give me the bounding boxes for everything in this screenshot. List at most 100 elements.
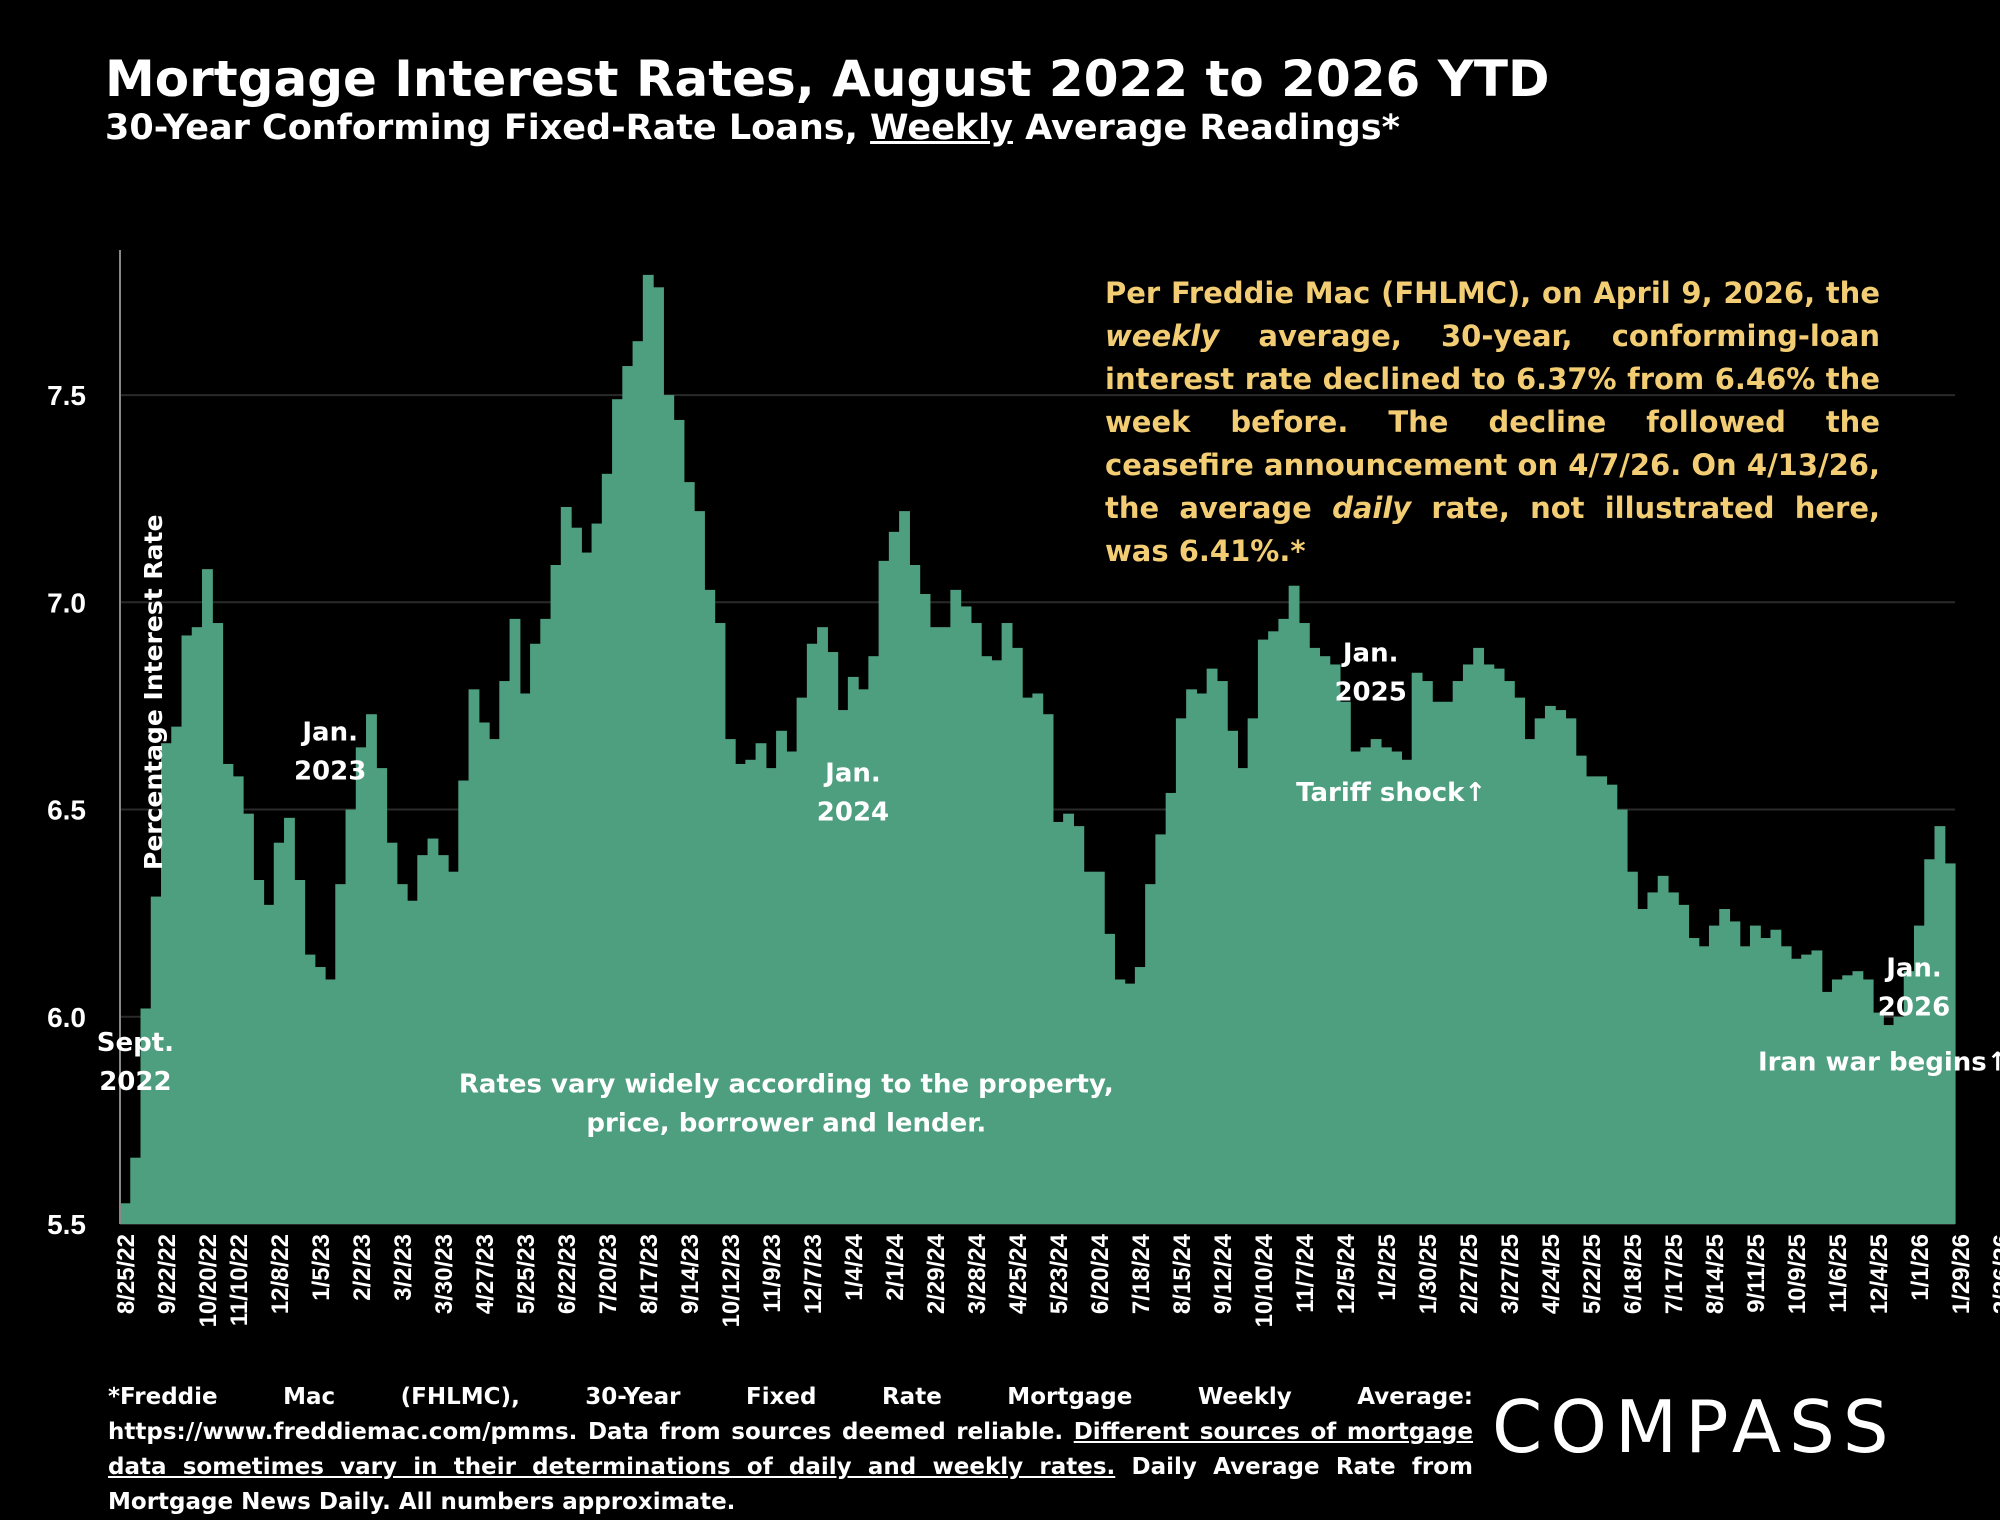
y-axis-label: Percentage Interest Rate <box>139 515 168 870</box>
bar <box>1913 925 1925 1224</box>
bar <box>489 739 500 1224</box>
bar <box>1903 971 1915 1224</box>
annotation-text: 2022 <box>99 1067 171 1097</box>
bar <box>1698 946 1710 1224</box>
bar <box>1616 809 1628 1224</box>
annotation-text: Tariff shock↑ <box>1296 778 1486 808</box>
bar <box>1360 747 1372 1224</box>
x-tick-label: 3/30/23 <box>431 1234 458 1314</box>
subtitle-post: Average Readings* <box>1012 108 1400 148</box>
x-tick-label: 1/5/23 <box>308 1234 335 1301</box>
x-tick-label: 9/11/25 <box>1743 1234 1770 1313</box>
annotation-text: 2026 <box>1878 993 1950 1023</box>
annotations: Sept. 2022 Jan. 2023 Jan. 2024 Jan. 2025 Tariff … <box>97 639 2000 1139</box>
bar <box>243 813 254 1224</box>
bar <box>960 606 972 1224</box>
bar <box>130 1157 142 1224</box>
bar <box>448 871 459 1224</box>
bar <box>366 714 377 1224</box>
footnote: *Freddie Mac (FHLMC), 30-Year Fixed Rate… <box>108 1380 1473 1520</box>
bar <box>1852 971 1864 1224</box>
bar <box>1063 813 1074 1224</box>
x-tick-label: 4/27/23 <box>472 1234 499 1314</box>
bar <box>1462 664 1474 1224</box>
bar <box>1544 705 1556 1224</box>
footnote-underlined: Different sources of mortgage data somet… <box>108 1419 1473 1480</box>
x-tick-label: 11/10/22 <box>226 1234 253 1326</box>
bar <box>1739 946 1751 1224</box>
info-part2: average, 30-year, conforming-loan intere… <box>1105 319 1880 525</box>
x-tick-label: 11/7/24 <box>1292 1233 1319 1312</box>
x-tick-label: 5/22/25 <box>1579 1234 1606 1314</box>
bar <box>284 817 295 1224</box>
bar <box>1657 875 1669 1224</box>
bar <box>1175 718 1187 1224</box>
x-tick-label: 4/25/24 <box>1005 1233 1032 1314</box>
bar <box>827 652 839 1224</box>
bar <box>1022 697 1033 1224</box>
bar <box>1278 618 1290 1224</box>
bar-series <box>120 274 1956 1225</box>
bar <box>776 730 787 1224</box>
bar <box>899 511 910 1225</box>
x-tick-label: 7/18/24 <box>1128 1233 1155 1314</box>
bar <box>1565 718 1577 1224</box>
x-tick-label: 4/24/25 <box>1538 1234 1565 1314</box>
bar <box>1380 747 1392 1224</box>
x-tick-label: 1/1/26 <box>1907 1234 1934 1301</box>
bar <box>1083 871 1095 1224</box>
x-tick-label: 6/22/23 <box>554 1234 581 1314</box>
bar <box>806 643 818 1224</box>
bar <box>981 656 992 1224</box>
bar <box>1124 983 1136 1224</box>
annotation-text: Iran war begins↑ <box>1758 1048 2000 1078</box>
footnote-line1: *Freddie Mac (FHLMC), 30-Year Fixed Rate… <box>108 1384 1473 1445</box>
bar <box>1442 701 1454 1224</box>
bar <box>1206 668 1218 1224</box>
bar <box>970 623 982 1224</box>
annotation-text: price, borrower and lender. <box>586 1109 986 1139</box>
bar <box>1667 892 1679 1224</box>
bar <box>1647 892 1659 1224</box>
bar <box>888 531 900 1224</box>
bar <box>1165 792 1177 1224</box>
bar <box>376 768 388 1224</box>
bar <box>1309 647 1321 1224</box>
x-tick-label: 5/25/23 <box>513 1234 540 1314</box>
bar <box>427 838 439 1224</box>
bar <box>1288 585 1300 1224</box>
bar <box>919 594 931 1224</box>
bar <box>950 589 962 1224</box>
x-tick-label: 9/22/22 <box>154 1234 181 1314</box>
bar <box>1134 967 1146 1224</box>
bar <box>150 896 162 1224</box>
bar <box>263 904 275 1224</box>
bar <box>1237 768 1249 1224</box>
bar <box>1114 979 1126 1224</box>
x-tick-label: 10/12/23 <box>718 1234 745 1327</box>
bar <box>1473 647 1485 1224</box>
bar <box>1093 871 1105 1224</box>
bar <box>1391 751 1403 1224</box>
x-tick-label: 6/18/25 <box>1620 1234 1647 1314</box>
info-em-weekly: weekly <box>1105 319 1220 353</box>
bar <box>1872 1012 1884 1224</box>
x-tick-label: 12/7/23 <box>800 1234 827 1314</box>
bar <box>1493 668 1505 1224</box>
bar <box>202 569 213 1224</box>
annotation-text: Sept. <box>97 1028 174 1058</box>
bar <box>1934 826 1946 1224</box>
bar <box>1011 647 1023 1224</box>
bar <box>540 618 552 1224</box>
x-tick-label: 10/9/25 <box>1784 1234 1811 1314</box>
annotation-text: Jan. <box>823 759 881 789</box>
bar <box>745 759 757 1224</box>
x-tick-label: 2/26/26 <box>1989 1234 2000 1314</box>
x-tick-label: 1/2/25 <box>1374 1234 1401 1301</box>
bar <box>550 564 562 1224</box>
bar <box>991 660 1003 1224</box>
bar <box>1626 871 1638 1224</box>
bar <box>171 726 183 1224</box>
x-tick-label: 2/27/25 <box>1456 1234 1483 1314</box>
bar <box>601 473 613 1225</box>
